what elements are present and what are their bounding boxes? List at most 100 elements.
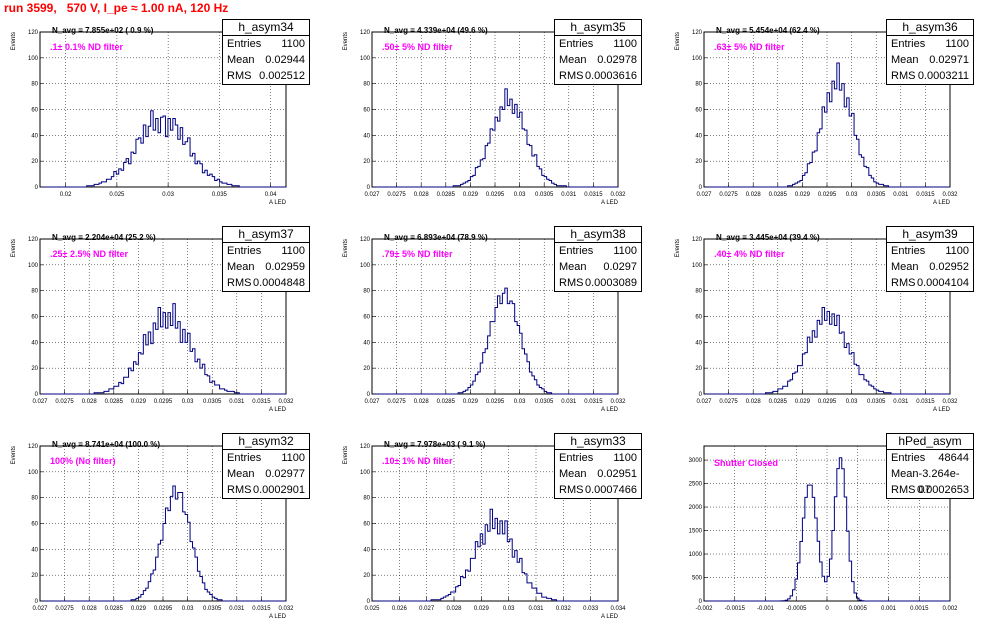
stats-box: h_asym37 Entries 1100 Mean 0.02959 RMS 0.00048… bbox=[222, 226, 310, 292]
plot-svg: 0.027 0.0275 0.028 0.0285 0.029 0.0295 0.03 0.0… bbox=[343, 237, 626, 413]
y-tick-label: 20 bbox=[31, 366, 38, 372]
y-tick-label: 120 bbox=[360, 444, 371, 450]
stats-key: RMS bbox=[559, 70, 584, 82]
plot-svg: 0.02 0.025 0.03 0.035 0.04 0 20 40 60 80 100 120 Eve… bbox=[11, 30, 287, 206]
x-tick-label: 0.032 bbox=[610, 192, 626, 198]
x-tick-label: 0.029 bbox=[795, 192, 811, 198]
plot-svg: -0.002 -0.0015 -0.001 -0.0005 0 0.0005 0.001 0.… bbox=[689, 445, 958, 612]
x-tick-label: 0.03 bbox=[514, 399, 526, 405]
histogram-line bbox=[40, 110, 286, 188]
stats-row: Entries 1100 bbox=[223, 36, 309, 52]
histogram-line bbox=[704, 62, 950, 188]
x-tick-label: 0.0285 bbox=[437, 399, 456, 405]
x-tick-label: 0.029 bbox=[795, 399, 811, 405]
histogram-panel: 0.027 0.0275 0.028 0.0285 0.029 0.0295 0.03 0.0… bbox=[0, 429, 332, 636]
histogram-panel: 0.025 0.026 0.027 0.028 0.029 0.03 0.031 0.032 0… bbox=[332, 429, 664, 636]
y-tick-label: 0 bbox=[35, 599, 39, 605]
stats-row: Entries 48644 bbox=[887, 450, 973, 466]
histogram-panel: 0.02 0.025 0.03 0.035 0.04 0 20 40 60 80 100 120 Eve… bbox=[0, 15, 332, 222]
histogram-panel: 0.027 0.0275 0.028 0.0285 0.029 0.0295 0.03 0.0… bbox=[0, 222, 332, 429]
stats-key: RMS bbox=[559, 277, 584, 289]
y-tick-label: 60 bbox=[31, 315, 38, 321]
y-axis-title: Events bbox=[675, 239, 681, 257]
x-tick-label: 0.032 bbox=[610, 399, 626, 405]
histogram-name: hPed_asym bbox=[887, 434, 973, 450]
y-tick-label: 120 bbox=[692, 237, 703, 243]
x-tick-label: 0.031 bbox=[528, 606, 544, 612]
y-axis-title: Events bbox=[675, 32, 681, 50]
histogram-line bbox=[40, 485, 286, 602]
x-tick-label: 0.028 bbox=[746, 192, 762, 198]
navg-label: N_avg = 8.741e+04 (100.0 %) bbox=[52, 440, 161, 449]
x-tick-label: -0.002 bbox=[695, 606, 713, 612]
filter-label: .25± 2.5% ND filter bbox=[50, 249, 128, 259]
stats-key: RMS bbox=[227, 277, 252, 289]
y-tick-label: 80 bbox=[363, 496, 370, 502]
stats-key: Mean bbox=[559, 54, 587, 66]
y-tick-label: 20 bbox=[363, 366, 370, 372]
stats-row: Mean 0.02951 bbox=[555, 466, 641, 482]
y-tick-label: 40 bbox=[363, 340, 370, 346]
y-tick-label: 2000 bbox=[689, 505, 703, 511]
stats-value: 0.0002901 bbox=[253, 484, 305, 496]
stats-value: 48644 bbox=[938, 452, 969, 464]
stats-value: 1100 bbox=[945, 245, 969, 257]
histogram-panel: 0.027 0.0275 0.028 0.0285 0.029 0.0295 0.03 0.0… bbox=[332, 222, 664, 429]
y-tick-label: 20 bbox=[363, 159, 370, 165]
stats-value: 1100 bbox=[613, 452, 637, 464]
x-tick-label: 0.027 bbox=[32, 606, 48, 612]
stats-key: Entries bbox=[891, 38, 926, 50]
stats-row: Mean -3.264e-07 bbox=[887, 466, 973, 496]
x-tick-label: 0.02 bbox=[60, 192, 72, 198]
x-tick-label: 0.0275 bbox=[719, 192, 738, 198]
x-tick-label: 0.03 bbox=[182, 399, 194, 405]
x-tick-label: 0.028 bbox=[414, 399, 430, 405]
histogram-panel: 0.027 0.0275 0.028 0.0285 0.029 0.0295 0.03 0.0… bbox=[664, 15, 996, 222]
y-tick-label: 100 bbox=[28, 263, 39, 269]
stats-key: Mean bbox=[227, 468, 255, 480]
histogram-panel: 0.027 0.0275 0.028 0.0285 0.029 0.0295 0.03 0.0… bbox=[664, 222, 996, 429]
x-tick-label: 0.031 bbox=[893, 192, 909, 198]
stats-box: h_asym36 Entries 1100 Mean 0.02971 RMS 0.00032… bbox=[886, 19, 974, 85]
histogram-name: h_asym35 bbox=[555, 20, 641, 36]
stats-box: h_asym39 Entries 1100 Mean 0.02952 RMS 0.00041… bbox=[886, 226, 974, 292]
stats-key: Mean bbox=[891, 54, 919, 66]
stats-row: Entries 1100 bbox=[555, 243, 641, 259]
y-tick-label: 100 bbox=[360, 56, 371, 62]
y-tick-label: 60 bbox=[695, 108, 702, 114]
x-tick-label: 0.0315 bbox=[252, 399, 271, 405]
stats-value: 0.02951 bbox=[597, 468, 637, 480]
y-tick-label: 20 bbox=[31, 159, 38, 165]
y-tick-label: 120 bbox=[692, 30, 703, 36]
stats-row: RMS 0.0002901 bbox=[223, 482, 309, 498]
stats-row: Entries 1100 bbox=[223, 450, 309, 466]
stats-row: Entries 1100 bbox=[887, 243, 973, 259]
x-tick-label: 0.031 bbox=[561, 192, 577, 198]
x-tick-label: 0.032 bbox=[278, 606, 294, 612]
stats-value: 1100 bbox=[613, 38, 637, 50]
y-tick-label: 0 bbox=[699, 185, 703, 191]
y-tick-label: 20 bbox=[363, 573, 370, 579]
y-tick-label: 80 bbox=[363, 82, 370, 88]
stats-value: 0.002512 bbox=[259, 70, 305, 82]
x-tick-label: 0.028 bbox=[82, 606, 98, 612]
stats-key: RMS bbox=[891, 277, 916, 289]
y-tick-label: 0 bbox=[35, 185, 39, 191]
y-tick-label: 2500 bbox=[689, 482, 703, 488]
x-tick-label: 0.0275 bbox=[719, 399, 738, 405]
stats-row: RMS 0.0007466 bbox=[555, 482, 641, 498]
histogram-name: h_asym39 bbox=[887, 227, 973, 243]
x-tick-label: -0.0005 bbox=[786, 606, 807, 612]
histogram-panel: 0.027 0.0275 0.028 0.0285 0.029 0.0295 0.03 0.0… bbox=[332, 15, 664, 222]
filter-label: .40± 4% ND filter bbox=[714, 249, 785, 259]
histogram-line bbox=[372, 508, 618, 602]
x-tick-label: 0.03 bbox=[182, 606, 194, 612]
x-tick-label: 0.0315 bbox=[584, 192, 603, 198]
y-tick-label: 20 bbox=[695, 159, 702, 165]
stats-key: Entries bbox=[559, 38, 594, 50]
x-tick-label: 0.029 bbox=[463, 192, 479, 198]
stats-value: 1100 bbox=[613, 245, 637, 257]
histogram-name: h_asym36 bbox=[887, 20, 973, 36]
stats-key: Mean bbox=[559, 261, 587, 273]
histogram-name: h_asym38 bbox=[555, 227, 641, 243]
